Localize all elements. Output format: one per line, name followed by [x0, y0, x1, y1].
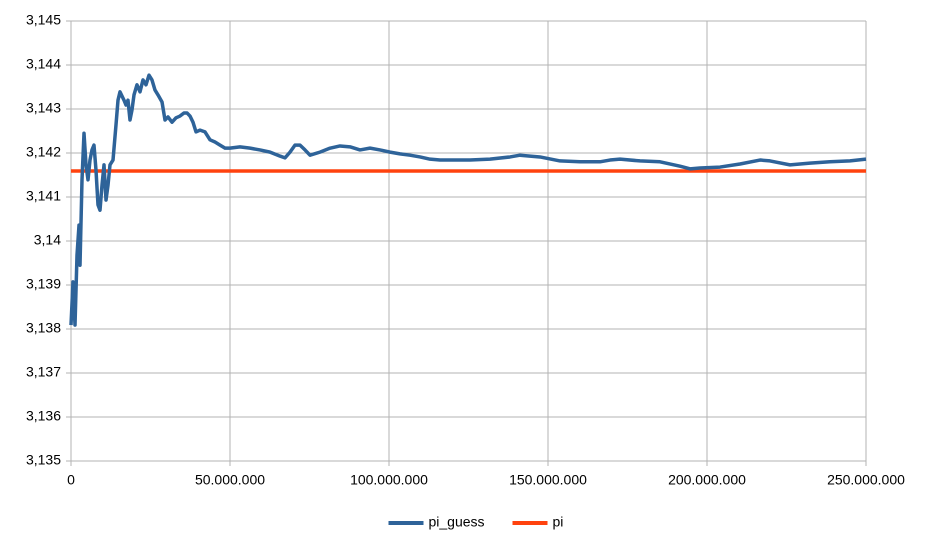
- x-tick-label: 150.000.000: [509, 472, 587, 488]
- y-tick-label: 3,138: [26, 320, 61, 336]
- legend-label: pi_guess: [429, 514, 485, 530]
- x-tick-label: 100.000.000: [350, 472, 428, 488]
- y-tick-label: 3,14: [34, 232, 61, 248]
- legend-label: pi: [553, 514, 564, 530]
- x-tick-label: 0: [67, 472, 75, 488]
- x-tick-label: 200.000.000: [668, 472, 746, 488]
- x-tick-label: 250.000.000: [827, 472, 905, 488]
- y-tick-label: 3,137: [26, 364, 61, 380]
- y-tick-label: 3,142: [26, 144, 61, 160]
- y-tick-label: 3,141: [26, 188, 61, 204]
- x-tick-label: 50.000.000: [195, 472, 265, 488]
- y-tick-label: 3,145: [26, 12, 61, 28]
- line: [69, 73, 867, 327]
- y-tick-label: 3,143: [26, 100, 61, 116]
- y-tick-label: 3,135: [26, 452, 61, 468]
- y-tick-label: 3,144: [26, 56, 61, 72]
- y-tick-label: 3,136: [26, 408, 61, 424]
- y-tick-label: 3,139: [26, 276, 61, 292]
